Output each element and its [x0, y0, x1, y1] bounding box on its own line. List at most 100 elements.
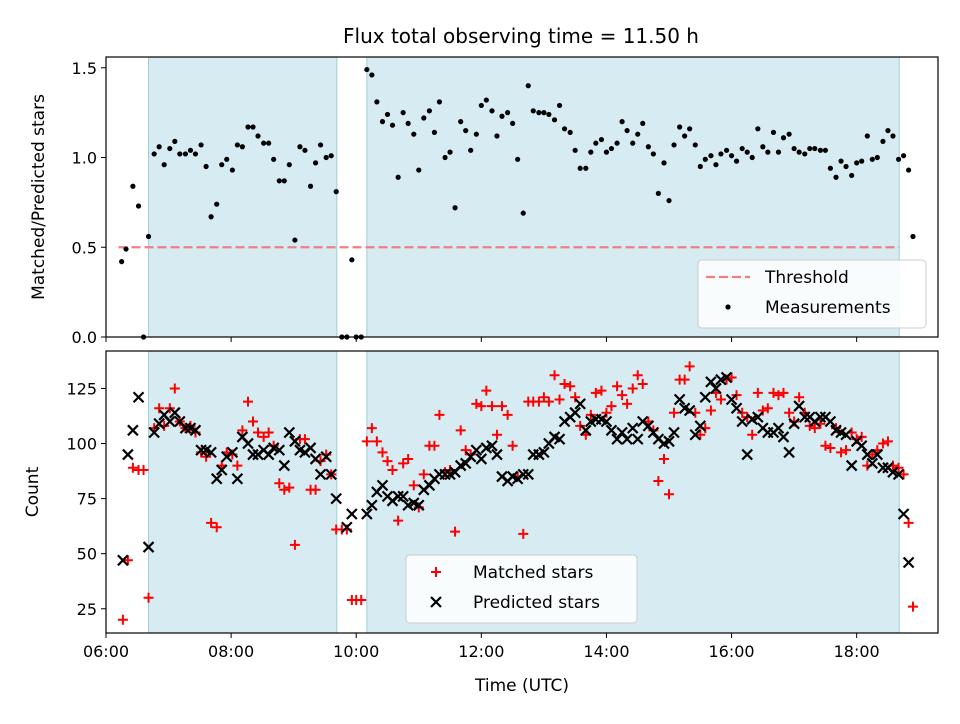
- point-matched-stars-92: [596, 385, 607, 396]
- point-measurements-115: [718, 151, 724, 157]
- point-measurements-131: [802, 151, 808, 157]
- point-matched-stars-98: [627, 383, 638, 394]
- y-tick-label: 75: [77, 490, 97, 509]
- point-predicted-stars-94: [626, 422, 639, 434]
- point-predicted-stars-64: [470, 444, 483, 456]
- point-measurements-35: [302, 147, 308, 153]
- point-matched-stars-105: [664, 489, 675, 500]
- point-matched-stars-35: [299, 434, 310, 445]
- point-matched-stars-23: [237, 425, 248, 436]
- point-matched-stars-70: [481, 385, 492, 396]
- point-matched-stars-151: [903, 517, 914, 528]
- shaded-span-0: [148, 350, 338, 634]
- point-measurements-39: [323, 154, 329, 161]
- point-predicted-stars-41: [341, 521, 353, 534]
- point-measurements-145: [874, 154, 880, 161]
- point-measurements-10: [172, 138, 178, 144]
- point-predicted-stars-35: [304, 442, 317, 454]
- point-matched-stars-24: [243, 396, 254, 407]
- point-matched-stars-122: [752, 387, 763, 398]
- panel-bottom: 25 50 75 100 125 06:00 08:00 10:00 12:00 14:00 16:…: [23, 350, 939, 696]
- x-tick-label: 06:00: [83, 642, 129, 661]
- point-predicted-stars-147: [902, 556, 915, 569]
- point-measurements-90: [588, 149, 594, 155]
- point-predicted-stars-68: [491, 448, 503, 461]
- point-measurements-0: [119, 259, 125, 265]
- point-measurements-114: [713, 162, 719, 168]
- point-matched-stars-47: [361, 436, 372, 447]
- point-predicted-stars-6: [153, 417, 165, 430]
- point-predicted-stars-4: [142, 541, 155, 553]
- point-measurements-44: [349, 257, 355, 263]
- point-matched-stars-113: [705, 405, 716, 416]
- point-measurements-41: [333, 189, 339, 195]
- point-measurements-15: [198, 142, 204, 148]
- point-measurements-73: [499, 113, 505, 119]
- point-measurements-71: [489, 108, 495, 114]
- legend-label: Predicted stars: [473, 593, 600, 613]
- point-matched-stars-123: [757, 405, 768, 416]
- point-predicted-stars-5: [148, 426, 160, 439]
- point-measurements-65: [458, 119, 464, 125]
- point-measurements-121: [749, 154, 755, 161]
- point-measurements-143: [864, 133, 870, 139]
- point-matched-stars-1: [122, 555, 133, 566]
- legend: Matched stars Predicted stars: [405, 554, 638, 624]
- point-measurements-95: [614, 140, 620, 146]
- point-measurements-128: [786, 131, 792, 137]
- point-predicted-stars-146: [897, 508, 910, 520]
- point-measurements-1: [123, 246, 129, 252]
- y-tick-label: 1.0: [72, 149, 97, 168]
- point-predicted-stars-80: [553, 433, 566, 445]
- point-matched-stars-27: [258, 431, 269, 442]
- point-measurements-18: [214, 201, 220, 207]
- point-measurements-12: [182, 151, 189, 157]
- point-matched-stars-22: [232, 460, 243, 471]
- point-matched-stars-5: [143, 592, 154, 603]
- point-predicted-stars-115: [736, 415, 748, 428]
- point-predicted-stars-113: [725, 393, 738, 406]
- point-matched-stars-126: [773, 390, 784, 401]
- point-predicted-stars-37: [314, 468, 327, 481]
- point-predicted-stars-65: [475, 453, 488, 465]
- point-predicted-stars-130: [814, 411, 827, 423]
- point-measurements-99: [635, 131, 641, 137]
- point-measurements-91: [593, 140, 599, 146]
- point-measurements-150: [900, 153, 907, 159]
- point-predicted-stars-2: [127, 424, 139, 437]
- point-predicted-stars-44: [366, 499, 378, 511]
- legend-marker: [431, 567, 441, 577]
- x-tick-label: 16:00: [709, 642, 755, 661]
- point-matched-stars-26: [253, 427, 264, 438]
- point-matched-stars-30: [274, 478, 285, 489]
- panel-top: 0.0 0.5 1.0 1.5 Matched/Predicted stars Thres…: [29, 56, 939, 347]
- point-matched-stars-48: [366, 423, 377, 434]
- point-measurements-51: [384, 111, 391, 118]
- point-matched-stars-87: [570, 392, 581, 403]
- point-matched-stars-109: [684, 361, 695, 372]
- point-measurements-103: [655, 190, 661, 197]
- point-predicted-stars-142: [877, 461, 889, 474]
- point-measurements-60: [431, 129, 438, 135]
- point-measurements-109: [687, 126, 693, 132]
- point-predicted-stars-53: [413, 499, 425, 511]
- x-tick-label: 10:00: [333, 642, 379, 661]
- point-measurements-139: [843, 163, 849, 170]
- point-predicted-stars-110: [710, 382, 722, 395]
- point-measurements-75: [510, 120, 516, 127]
- point-matched-stars-58: [418, 469, 429, 480]
- point-measurements-64: [452, 205, 458, 211]
- legend-box: [697, 259, 927, 329]
- point-measurements-141: [854, 160, 860, 166]
- point-predicted-stars-30: [278, 459, 291, 472]
- x-tick-label: 12:00: [458, 642, 504, 661]
- point-predicted-stars-8: [164, 415, 176, 428]
- point-measurements-50: [379, 119, 386, 125]
- point-measurements-84: [556, 102, 563, 109]
- point-measurements-32: [286, 162, 292, 168]
- point-measurements-94: [608, 145, 615, 152]
- point-matched-stars-46: [356, 594, 367, 605]
- point-measurements-30: [276, 178, 282, 184]
- point-measurements-135: [822, 147, 828, 153]
